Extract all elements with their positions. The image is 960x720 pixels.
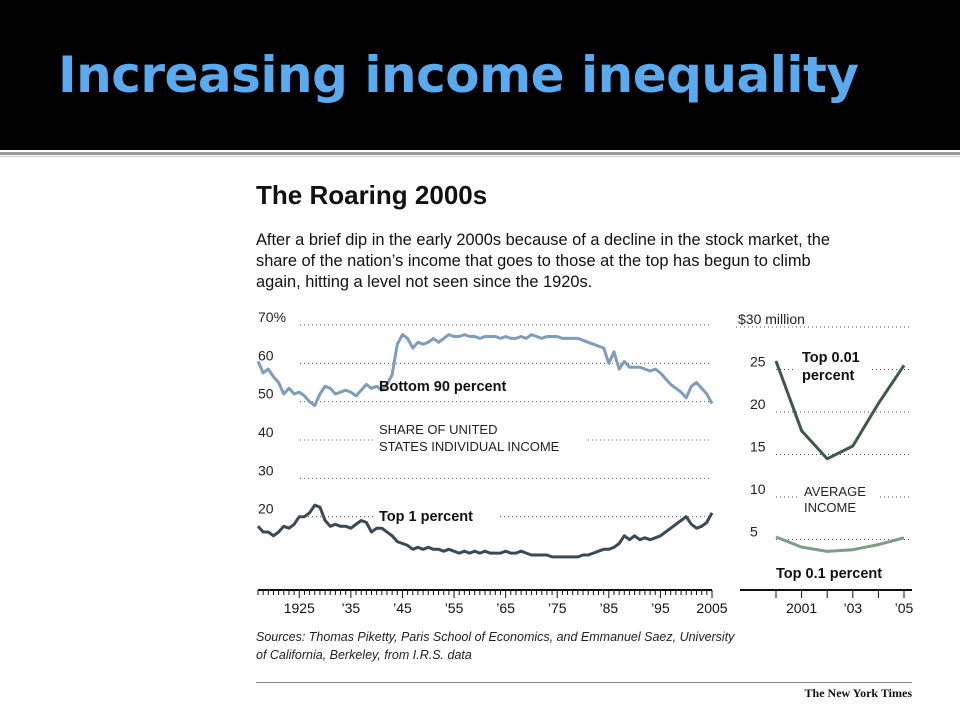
y-tick-label: 30 (258, 462, 274, 478)
series-line (256, 333, 714, 407)
label-backdrop (772, 562, 906, 582)
label-backdrop (796, 346, 872, 386)
x-tick-label: 2001 (786, 600, 817, 616)
y-tick-label: 5 (750, 524, 758, 540)
x-tick-label: ’65 (496, 600, 515, 616)
series-line (774, 360, 906, 461)
slide-title-bar: Increasing income inequality (0, 0, 960, 150)
footer-rule (256, 682, 912, 683)
x-tick-label: ’45 (393, 600, 412, 616)
x-tick-label: ’95 (651, 600, 670, 616)
series-label: Top 0.01 percent (802, 350, 860, 384)
y-tick-label: 70% (258, 309, 286, 325)
y-tick-label: 20 (258, 501, 274, 517)
label-backdrop (374, 505, 498, 525)
y-tick-label: $30 million (738, 311, 805, 327)
title-divider (0, 152, 960, 155)
slide-title: Increasing income inequality (58, 46, 859, 104)
figure-credit: The New York Times (804, 686, 912, 700)
x-tick-label: ’75 (548, 600, 567, 616)
annotation: AVERAGE INCOME (804, 484, 866, 515)
series-label: Bottom 90 percent (379, 379, 506, 395)
series-label: Top 1 percent (379, 509, 473, 525)
annotation-backdrop (800, 482, 880, 518)
x-tick-label: ’85 (599, 600, 618, 616)
x-tick-label: ’03 (843, 600, 862, 616)
y-tick-label: 60 (258, 347, 274, 363)
figure-subtitle: After a brief dip in the early 2000s bec… (256, 231, 831, 291)
y-tick-label: 10 (750, 481, 766, 497)
series-line (256, 503, 714, 559)
figure-title: The Roaring 2000s (256, 180, 488, 210)
series-label: Top 0.1 percent (776, 566, 882, 582)
annotation-backdrop (374, 419, 586, 459)
x-tick-label: ’55 (445, 600, 464, 616)
y-tick-label: 25 (750, 354, 766, 370)
figure-source: Sources: Thomas Piketty, Paris School of… (256, 630, 735, 662)
y-tick-label: 20 (750, 396, 766, 412)
series-line (775, 535, 905, 553)
x-tick-label: 1925 (284, 600, 315, 616)
x-tick-label: ’35 (342, 600, 361, 616)
y-tick-label: 50 (258, 386, 274, 402)
y-tick-label: 40 (258, 424, 274, 440)
title-divider-thin (0, 156, 960, 157)
annotation: SHARE OF UNITED STATES INDIVIDUAL INCOME (379, 422, 560, 454)
x-tick-label: ’05 (895, 600, 914, 616)
y-tick-label: 15 (750, 439, 766, 455)
x-tick-label: 2005 (696, 600, 727, 616)
